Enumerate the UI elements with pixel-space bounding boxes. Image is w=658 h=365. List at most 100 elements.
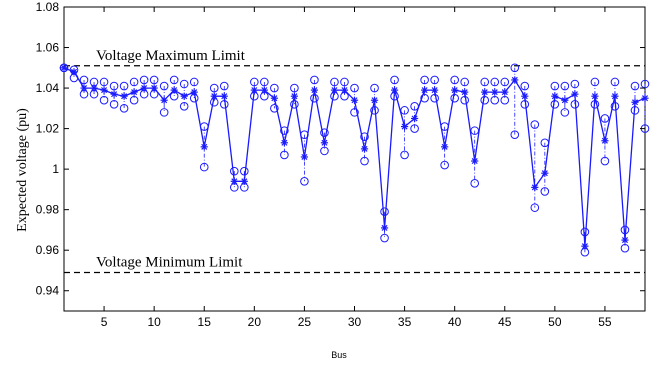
- circle-marker: [590, 99, 600, 109]
- asterisk-marker: [551, 92, 559, 100]
- y-tick-label: 1.06: [36, 41, 60, 55]
- circle-marker: [199, 162, 209, 172]
- circle-marker: [470, 179, 480, 188]
- x-tick-label: 20: [248, 315, 262, 329]
- circle-marker: [480, 95, 490, 105]
- circle-marker: [630, 106, 640, 115]
- circle-marker: [199, 122, 209, 131]
- circle-marker: [69, 73, 79, 83]
- asterisk-marker: [501, 88, 509, 96]
- circle-marker: [159, 81, 169, 91]
- circle-marker: [119, 81, 129, 91]
- y-axis-title: Expected voltage (pu): [15, 108, 30, 232]
- circle-marker: [630, 81, 640, 91]
- asterisk-marker: [431, 86, 439, 94]
- asterisk-marker: [110, 90, 118, 98]
- circle-marker: [280, 126, 289, 135]
- circle-marker: [350, 108, 359, 117]
- circle-marker: [79, 75, 89, 85]
- circle-marker: [250, 77, 259, 87]
- circle-marker: [450, 93, 459, 103]
- circle-marker: [330, 77, 339, 87]
- circle-marker: [580, 227, 590, 237]
- circle-marker: [530, 203, 540, 212]
- asterisk-marker: [210, 92, 218, 100]
- circle-marker: [340, 91, 349, 101]
- circle-marker: [460, 95, 469, 105]
- circle-marker: [380, 207, 389, 216]
- circle-marker: [390, 91, 399, 101]
- circle-marker: [510, 63, 520, 73]
- circle-marker: [109, 81, 119, 91]
- limit-lines: Voltage Maximum Limit Voltage Minimum Lim…: [64, 48, 645, 274]
- circle-marker: [390, 75, 399, 85]
- circle-marker: [520, 81, 530, 91]
- circle-marker: [540, 187, 550, 196]
- circle-marker: [260, 91, 269, 101]
- x-axis-ticks: 5 10 15 20 25 30 35 40 45 50 55: [101, 7, 612, 329]
- circle-marker: [69, 65, 79, 75]
- circle-marker: [139, 75, 149, 85]
- asterisk-marker: [270, 94, 278, 102]
- asterisk-marker: [190, 88, 198, 96]
- y-tick-label: 1: [52, 162, 59, 176]
- circle-marker: [290, 99, 299, 109]
- x-tick-label: 45: [498, 315, 512, 329]
- asterisk-marker: [521, 92, 529, 100]
- circle-marker: [89, 89, 99, 99]
- asterisk-marker: [290, 92, 298, 100]
- circle-marker: [169, 75, 179, 85]
- y-tick-label: 1.08: [36, 0, 60, 14]
- circle-marker: [99, 77, 109, 87]
- asterisk-marker: [330, 86, 339, 94]
- x-tick-label: 10: [147, 315, 161, 329]
- circle-marker: [550, 81, 560, 91]
- circle-marker: [59, 63, 69, 73]
- circle-marker: [139, 89, 149, 99]
- circle-marker: [209, 97, 219, 107]
- circle-marker: [280, 150, 289, 160]
- asterisk-marker: [621, 236, 629, 244]
- asterisk-marker: [100, 86, 108, 94]
- y-tick-label: 0.96: [36, 243, 60, 257]
- y-tick-label: 1.02: [36, 122, 60, 136]
- circle-marker: [540, 138, 550, 148]
- asterisk-marker: [170, 86, 178, 94]
- circle-marker: [320, 146, 329, 156]
- circle-marker: [480, 77, 490, 87]
- circle-marker: [290, 83, 299, 93]
- circle-marker: [270, 104, 279, 113]
- circle-marker: [450, 75, 459, 85]
- circle-marker: [129, 77, 139, 87]
- asterisk-marker: [561, 96, 569, 104]
- circle-marker: [400, 150, 409, 160]
- circle-marker: [490, 77, 500, 87]
- circle-marker: [500, 95, 510, 105]
- circle-marker: [240, 183, 249, 192]
- x-tick-label: 50: [548, 315, 562, 329]
- asterisk-marker: [160, 96, 168, 104]
- circle-marker: [189, 77, 199, 87]
- limit-label-max: Voltage Maximum Limit: [96, 48, 246, 64]
- x-tick-label: 5: [101, 315, 108, 329]
- circle-marker: [99, 95, 109, 105]
- circle-marker: [440, 160, 449, 170]
- circle-marker: [530, 120, 540, 129]
- asterisk-marker: [230, 177, 238, 185]
- circle-marker: [350, 83, 359, 93]
- asterisk-marker: [511, 76, 519, 84]
- asterisk-marker: [380, 224, 389, 232]
- circle-marker: [550, 99, 560, 109]
- circle-marker: [219, 99, 229, 109]
- y-axis-ticks: 0.94 0.96 0.98 1 1.02 1.04 1.06 1.08: [36, 0, 645, 298]
- asterisk-marker: [631, 98, 639, 106]
- circle-marker: [300, 176, 309, 186]
- circle-marker: [440, 122, 449, 131]
- circle-marker: [310, 93, 319, 103]
- circle-marker: [300, 130, 309, 139]
- asterisk-marker: [300, 153, 309, 161]
- asterisk-marker: [461, 88, 469, 96]
- asterisk-marker: [451, 86, 459, 94]
- circle-marker: [159, 108, 169, 117]
